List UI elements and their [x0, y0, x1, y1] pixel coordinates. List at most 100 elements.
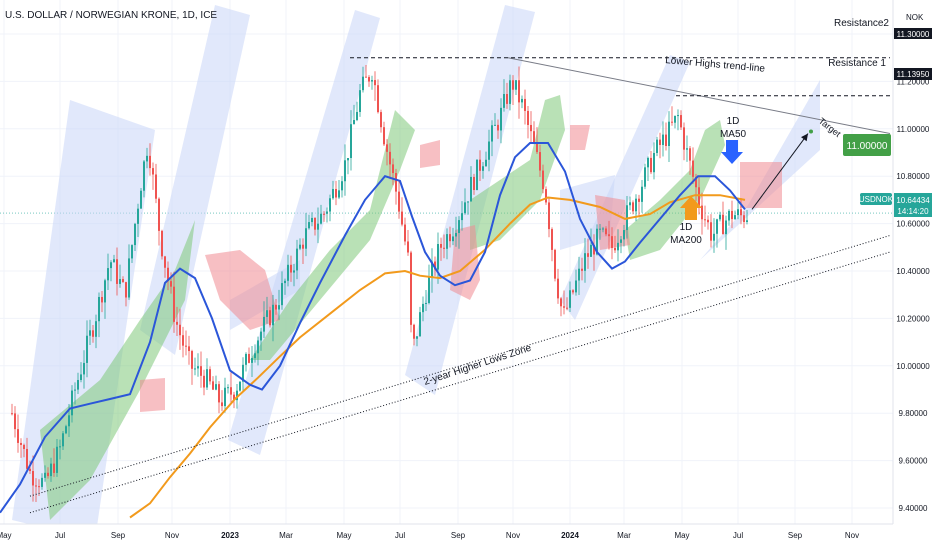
resistance2-axis-tag: 11.30000 — [894, 28, 932, 39]
chart-title: U.S. DOLLAR / NORWEGIAN KRONE, 1D, ICE — [5, 10, 217, 21]
candle-body — [563, 306, 565, 308]
candle-body — [470, 176, 472, 202]
resistance2-axis-tag-bg — [894, 28, 932, 39]
resistance1-axis-tag: 11.13950 — [894, 68, 932, 80]
candle-body — [272, 304, 274, 326]
candle-body — [647, 157, 649, 168]
time-tick-label: Sep — [111, 531, 126, 540]
candle-body — [221, 402, 223, 407]
price-tick-label: 11.00000 — [897, 125, 930, 134]
cloud-green — [625, 120, 725, 260]
candle-body — [410, 252, 412, 325]
ma200-label-1d: 1D — [680, 222, 693, 233]
candle-body — [182, 335, 184, 346]
candle-body — [491, 125, 493, 142]
candle-body — [92, 330, 94, 337]
candle-body — [101, 296, 103, 303]
current-price-value: 10.64434 — [896, 196, 930, 205]
candle-body — [638, 198, 640, 202]
candle-body — [137, 208, 139, 224]
candle-body — [74, 389, 76, 391]
candle-body — [722, 214, 724, 235]
candle-body — [539, 152, 541, 171]
target-dot — [809, 129, 813, 134]
candle-body — [287, 264, 289, 281]
price-tick-label: 10.00000 — [896, 362, 930, 371]
candle-body — [305, 228, 307, 249]
candle-body — [719, 214, 721, 220]
time-tick-label: Sep — [451, 531, 466, 540]
candle-body — [488, 141, 490, 160]
candle-body — [710, 222, 712, 241]
time-tick-label: Jul — [395, 531, 405, 540]
ma50-marker: 1D MA50 — [720, 116, 746, 164]
price-axis[interactable]: NOK 9.40000 9.60000 9.80000 10.00000 10.2000… — [892, 0, 932, 550]
time-tick-label: May — [0, 531, 12, 540]
candle-body — [740, 209, 742, 216]
candle-body — [479, 159, 481, 171]
candle-body — [50, 463, 52, 477]
candle-body — [104, 280, 106, 303]
price-tick-label: 11.20000 — [897, 77, 930, 86]
candle-body — [602, 228, 604, 230]
candle-body — [746, 220, 748, 222]
candle-body — [185, 345, 187, 347]
candle-body — [668, 121, 670, 146]
candle-body — [191, 351, 193, 369]
candle-body — [86, 335, 88, 363]
candle-body — [206, 369, 208, 388]
candle-body — [230, 387, 232, 395]
candle-body — [293, 270, 295, 273]
candle-body — [683, 127, 685, 150]
candle-body — [449, 234, 451, 242]
candle-body — [152, 168, 154, 175]
candle-body — [620, 239, 622, 243]
candle-body — [179, 324, 181, 336]
candle-body — [527, 110, 529, 125]
candle-body — [533, 131, 535, 144]
candle-body — [77, 380, 79, 390]
candle-body — [464, 202, 466, 214]
candle-body — [635, 198, 637, 212]
candle-body — [443, 247, 445, 249]
candle-body — [707, 219, 709, 223]
candle-body — [269, 310, 271, 326]
candle-body — [32, 471, 34, 486]
candle-body — [680, 115, 682, 128]
cloud-red — [140, 378, 165, 412]
candle-body — [41, 477, 43, 487]
candle-body — [485, 159, 487, 167]
candle-body — [299, 244, 301, 249]
time-axis[interactable]: May Jul Sep Nov 2023 Mar May Jul Sep Nov 2024 Mar Ma… — [0, 523, 932, 550]
candle-body — [671, 121, 673, 123]
candle-body — [629, 202, 631, 206]
projection-arrow-line — [751, 133, 809, 210]
candle-body — [743, 215, 745, 222]
candle-body — [437, 243, 439, 270]
candle-body — [344, 160, 346, 182]
target-tag: 11.00000 — [843, 134, 891, 156]
candle-body — [167, 267, 169, 282]
candle-body — [428, 277, 430, 303]
candle-body — [38, 486, 40, 488]
candle-body — [695, 176, 697, 188]
candle-body — [455, 232, 457, 237]
currency-label: NOK — [906, 13, 924, 22]
price-axis-bg — [893, 0, 932, 550]
candle-body — [461, 213, 463, 221]
candle-body — [317, 223, 319, 230]
ma200-line — [129, 194, 746, 519]
candle-body — [155, 174, 157, 199]
candle-body — [224, 387, 226, 407]
ma200-label-ma200: MA200 — [670, 235, 702, 246]
channel-2 — [140, 5, 250, 355]
candle-body — [656, 139, 658, 153]
cloud-red — [205, 250, 280, 330]
candle-body — [143, 161, 145, 191]
candle-body — [593, 244, 595, 255]
candle-body — [251, 358, 253, 363]
projection-arrowhead — [801, 133, 808, 142]
candle-body — [674, 115, 676, 123]
price-tick-label: 9.60000 — [899, 457, 928, 466]
